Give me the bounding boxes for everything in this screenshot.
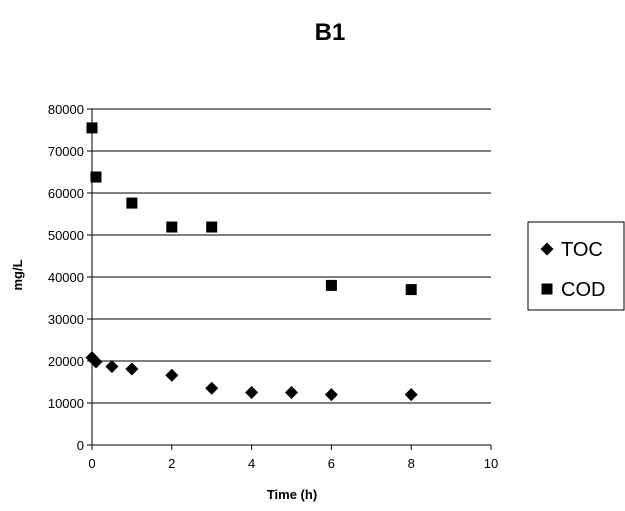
toc-point bbox=[324, 388, 338, 402]
x-tick-label: 2 bbox=[168, 456, 175, 471]
chart-title: B1 bbox=[315, 19, 346, 46]
cod-point bbox=[325, 279, 337, 291]
data-points bbox=[85, 122, 418, 402]
y-tick-label: 30000 bbox=[48, 312, 84, 327]
x-tick-labels: 0 2 4 6 8 10 bbox=[88, 456, 498, 471]
toc-point bbox=[404, 388, 418, 402]
toc-point bbox=[89, 355, 103, 369]
x-tick-label: 8 bbox=[408, 456, 415, 471]
cod-point bbox=[166, 221, 178, 233]
x-tick-label: 4 bbox=[248, 456, 255, 471]
y-tick-label: 20000 bbox=[48, 354, 84, 369]
y-tick-label: 40000 bbox=[48, 270, 84, 285]
axes bbox=[87, 108, 492, 450]
y-tick-label: 0 bbox=[77, 438, 84, 453]
y-tick-label: 50000 bbox=[48, 228, 84, 243]
legend-cod-label: COD bbox=[561, 279, 605, 301]
legend-toc-label: TOC bbox=[561, 239, 603, 261]
x-tick-label: 6 bbox=[328, 456, 335, 471]
y-axis-label: mg/L bbox=[10, 259, 25, 290]
toc-point bbox=[125, 362, 139, 376]
gridlines bbox=[92, 108, 491, 404]
legend: TOC COD bbox=[527, 221, 625, 311]
y-tick-label: 70000 bbox=[48, 144, 84, 159]
y-tick-label: 10000 bbox=[48, 396, 84, 411]
toc-point bbox=[165, 368, 179, 382]
cod-point bbox=[90, 171, 102, 183]
toc-point bbox=[245, 386, 259, 399]
y-tick-label: 80000 bbox=[48, 102, 84, 117]
legend-cod-marker bbox=[541, 283, 553, 295]
x-tick-label: 0 bbox=[88, 456, 95, 471]
toc-point bbox=[105, 359, 119, 373]
cod-point bbox=[86, 122, 98, 134]
x-axis-label: Time (h) bbox=[267, 487, 317, 502]
legend-toc-marker bbox=[540, 242, 554, 256]
legend-box bbox=[527, 221, 625, 311]
y-tick-label: 60000 bbox=[48, 186, 84, 201]
cod-point bbox=[405, 284, 417, 296]
y-tick-labels: 0 10000 20000 30000 40000 50000 60000 70000 8000… bbox=[48, 102, 84, 453]
cod-point bbox=[206, 221, 218, 233]
x-tick-label: 10 bbox=[484, 456, 498, 471]
cod-point bbox=[126, 197, 138, 209]
toc-point bbox=[205, 381, 219, 395]
toc-point bbox=[285, 386, 298, 399]
